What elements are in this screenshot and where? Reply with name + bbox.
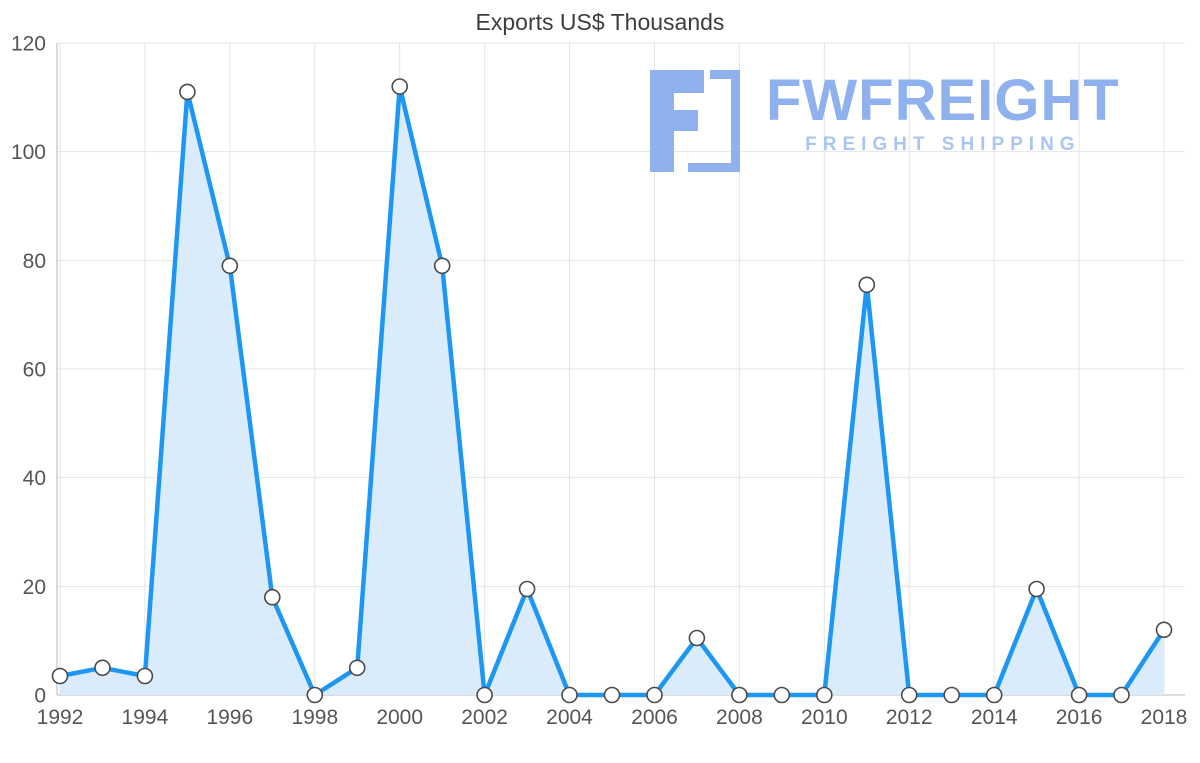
data-point-marker[interactable]	[391, 78, 409, 95]
data-point-marker[interactable]	[646, 686, 663, 704]
x-tick-label: 2012	[886, 706, 933, 729]
data-point-marker[interactable]	[561, 686, 578, 704]
data-point-marker[interactable]	[221, 257, 239, 275]
x-tick-label: 2014	[971, 706, 1018, 729]
data-point-marker[interactable]	[858, 276, 876, 294]
data-point-marker[interactable]	[688, 629, 706, 647]
series-area	[60, 86, 1164, 695]
data-point-marker[interactable]	[985, 686, 1003, 704]
data-point-marker[interactable]	[348, 659, 366, 677]
data-point-marker[interactable]	[51, 667, 69, 685]
y-tick-label: 80	[23, 250, 46, 273]
data-point-marker[interactable]	[476, 686, 493, 704]
y-tick-label: 60	[23, 359, 46, 382]
data-point-marker[interactable]	[94, 659, 111, 677]
x-tick-label: 2018	[1141, 706, 1188, 729]
x-tick-label: 1994	[122, 706, 169, 729]
data-point-marker[interactable]	[773, 686, 791, 704]
x-tick-label: 1998	[291, 706, 338, 729]
y-tick-label: 100	[11, 141, 46, 164]
data-point-marker[interactable]	[306, 686, 324, 704]
data-point-marker[interactable]	[1028, 580, 1045, 598]
data-point-marker[interactable]	[518, 580, 536, 598]
x-tick-label: 2004	[546, 706, 593, 729]
x-tick-label: 2008	[716, 706, 763, 729]
data-point-marker[interactable]	[1155, 621, 1173, 639]
data-point-marker[interactable]	[179, 83, 196, 101]
data-point-marker[interactable]	[433, 257, 451, 275]
data-point-marker[interactable]	[815, 686, 833, 704]
data-point-marker[interactable]	[943, 686, 961, 704]
data-point-marker[interactable]	[603, 686, 621, 704]
y-tick-label: 40	[23, 467, 46, 490]
x-tick-label: 1992	[37, 706, 84, 729]
data-point-marker[interactable]	[1070, 686, 1088, 704]
x-tick-label: 2016	[1056, 706, 1103, 729]
y-tick-label: 0	[34, 685, 46, 708]
chart-title: Exports US$ Thousands	[475, 9, 725, 35]
x-tick-label: 2010	[801, 706, 848, 729]
y-tick-label: 20	[23, 576, 46, 599]
data-point-marker[interactable]	[1113, 686, 1130, 704]
data-point-marker[interactable]	[731, 686, 748, 704]
data-point-marker[interactable]	[136, 667, 154, 685]
y-tick-label: 120	[11, 33, 46, 56]
x-tick-label: 2000	[376, 706, 423, 729]
x-tick-label: 2006	[631, 706, 678, 729]
data-point-marker[interactable]	[263, 588, 281, 606]
x-tick-label: 2002	[461, 706, 508, 729]
x-tick-label: 1996	[206, 706, 253, 729]
data-point-marker[interactable]	[900, 686, 918, 704]
